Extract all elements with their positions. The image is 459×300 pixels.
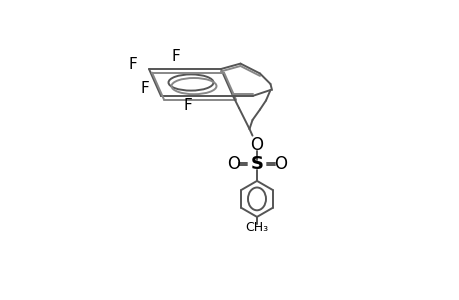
Text: F: F (140, 81, 149, 96)
Text: CH₃: CH₃ (245, 220, 268, 234)
Text: O: O (273, 155, 286, 173)
Text: F: F (183, 98, 192, 113)
Text: F: F (171, 50, 180, 64)
Text: O: O (227, 155, 240, 173)
Text: F: F (128, 57, 137, 72)
Text: O: O (250, 136, 263, 154)
Text: S: S (250, 155, 263, 173)
